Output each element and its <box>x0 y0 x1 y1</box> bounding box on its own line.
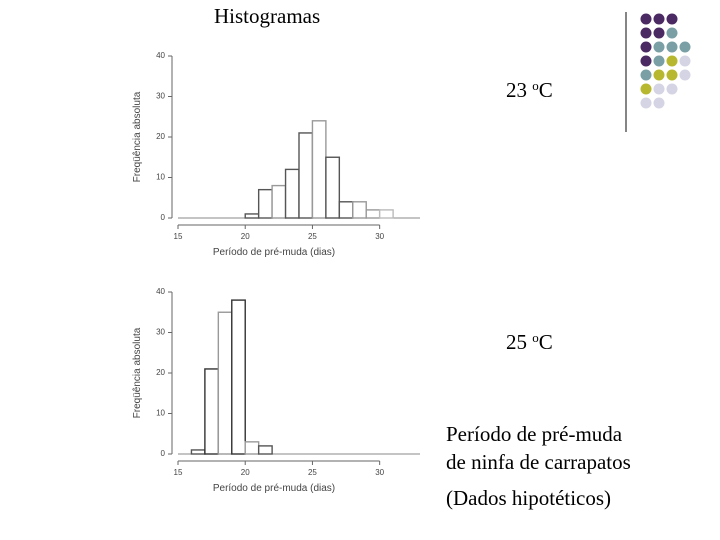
temperature-unit: C <box>538 78 553 102</box>
x-tick-label: 25 <box>308 232 317 241</box>
temperature-value: 25 <box>506 330 527 354</box>
histogram-bar <box>365 209 381 219</box>
histogram-bar <box>325 156 341 219</box>
decorative-dot <box>666 41 678 53</box>
histogram-25c: 0 10 20 30 40 15 20 25 30 Período de pré-muda (di… <box>132 287 420 494</box>
histogram-bar <box>352 201 367 219</box>
decorative-dot <box>666 69 678 81</box>
decorative-dot <box>666 83 678 95</box>
x-tick-label: 30 <box>375 468 384 477</box>
decorative-dot <box>653 83 665 95</box>
temperature-unit: C <box>538 330 553 354</box>
y-tick-label: 0 <box>161 213 166 222</box>
decorative-dot <box>666 13 678 25</box>
x-tick-label: 20 <box>241 468 250 477</box>
x-tick-label: 15 <box>174 232 183 241</box>
histogram-bar <box>217 311 233 455</box>
y-tick-label: 40 <box>156 51 165 60</box>
degree-symbol: o <box>532 330 539 345</box>
x-tick-label: 25 <box>308 468 317 477</box>
decorative-dot <box>679 69 691 81</box>
histogram-23c: 0 10 20 30 40 15 20 25 30 Período de pré-muda (di… <box>132 51 420 258</box>
histogram-bar <box>311 120 327 219</box>
decorative-dot <box>640 69 652 81</box>
temperature-label-23: 23 oC <box>506 78 553 103</box>
histogram-bar <box>204 368 220 455</box>
x-axis-label: Período de pré-muda (dias) <box>213 247 335 258</box>
decorative-dot <box>666 27 678 39</box>
decorative-dot <box>640 41 652 53</box>
decorative-dot <box>640 83 652 95</box>
decorative-dot <box>653 27 665 39</box>
temperature-value: 23 <box>506 78 527 102</box>
decorative-dot-grid <box>625 12 691 132</box>
histogram-bar <box>378 209 394 219</box>
y-tick-label: 10 <box>156 409 165 418</box>
caption: Período de pré-muda de ninfa de carrapat… <box>446 420 631 476</box>
decorative-dot <box>679 55 691 67</box>
histogram-bar <box>190 449 206 455</box>
x-tick-label: 20 <box>241 232 250 241</box>
x-tick-label: 30 <box>375 232 384 241</box>
y-axis-label: Freqüência absoluta <box>132 327 143 418</box>
decorative-dot <box>653 69 665 81</box>
histogram-bar <box>338 201 354 219</box>
y-tick-label: 10 <box>156 173 165 182</box>
y-axis-label: Freqüência absoluta <box>132 91 143 182</box>
decorative-dot <box>640 27 652 39</box>
caption-note: (Dados hipotéticos) <box>446 486 612 510</box>
caption-line-2: de ninfa de carrapatos <box>446 450 631 474</box>
histogram-bar <box>298 132 314 219</box>
histogram-bar <box>257 445 273 455</box>
y-tick-label: 0 <box>161 449 166 458</box>
decorative-dot <box>640 55 652 67</box>
histogram-bar <box>231 299 246 455</box>
degree-symbol: o <box>532 78 539 93</box>
temperature-label-25: 25 oC <box>506 330 553 355</box>
decorative-dot <box>653 13 665 25</box>
decorative-dot <box>679 41 691 53</box>
histogram-bar <box>284 168 300 219</box>
histogram-bar <box>244 213 260 219</box>
x-tick-label: 15 <box>174 468 183 477</box>
histogram-bar <box>271 184 287 219</box>
y-tick-label: 20 <box>156 132 165 141</box>
y-tick-label: 30 <box>156 92 165 101</box>
decorative-dot <box>666 55 678 67</box>
decorative-dot <box>653 41 665 53</box>
x-axis-label: Período de pré-muda (dias) <box>213 483 335 494</box>
y-tick-label: 30 <box>156 328 165 337</box>
decorative-dot <box>653 55 665 67</box>
caption-line-1: Período de pré-muda <box>446 422 623 446</box>
y-tick-label: 40 <box>156 287 165 296</box>
slide-title: Histogramas <box>214 4 321 28</box>
decorative-dot <box>640 13 652 25</box>
decorative-dot <box>640 97 652 109</box>
histogram-bar <box>257 188 273 219</box>
y-tick-label: 20 <box>156 368 165 377</box>
decorative-dot <box>653 97 665 109</box>
histogram-bar <box>244 441 260 455</box>
